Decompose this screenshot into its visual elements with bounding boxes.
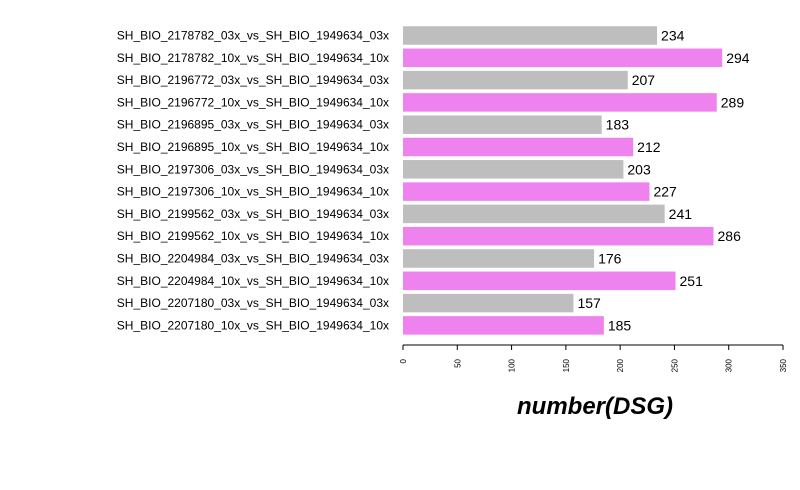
bar [403, 226, 714, 246]
bar [403, 271, 676, 291]
category-label: SH_BIO_2204984_03x_vs_SH_BIO_1949634_03x [117, 252, 389, 266]
value-label: 203 [627, 161, 651, 177]
bar [403, 204, 665, 224]
bar [403, 115, 602, 134]
category-label: SH_BIO_2196895_03x_vs_SH_BIO_1949634_03x [117, 118, 389, 132]
x-axis-title: number(DSG) [517, 393, 673, 420]
bars-group [403, 26, 723, 335]
x-tick-label: 50 [453, 358, 462, 367]
bar [403, 316, 604, 335]
value-label: 294 [726, 50, 750, 66]
x-tick-label: 150 [562, 358, 571, 372]
category-labels: SH_BIO_2178782_03x_vs_SH_BIO_1949634_03x… [117, 29, 389, 333]
value-label: 234 [661, 28, 685, 44]
category-label: SH_BIO_2196772_10x_vs_SH_BIO_1949634_10x [117, 95, 389, 109]
category-label: SH_BIO_2178782_03x_vs_SH_BIO_1949634_03x [117, 29, 389, 43]
value-label: 286 [718, 228, 742, 244]
value-label: 185 [608, 317, 632, 333]
x-axis: 0 50 100 150 200 250 300 350 [399, 344, 788, 372]
category-label: SH_BIO_2197306_03x_vs_SH_BIO_1949634_03x [117, 162, 389, 176]
value-label: 212 [637, 139, 661, 155]
bar [403, 70, 628, 90]
category-label: SH_BIO_2199562_03x_vs_SH_BIO_1949634_03x [117, 207, 389, 221]
bar [403, 160, 624, 179]
value-label: 227 [653, 184, 677, 200]
category-label: SH_BIO_2196772_03x_vs_SH_BIO_1949634_03x [117, 73, 389, 87]
x-tick-label: 300 [725, 358, 734, 372]
bar [403, 48, 723, 68]
bar [403, 249, 595, 268]
bar [403, 26, 658, 45]
category-label: SH_BIO_2199562_10x_vs_SH_BIO_1949634_10x [117, 229, 389, 243]
bar [403, 182, 650, 201]
value-label: 289 [721, 94, 745, 110]
category-label: SH_BIO_2178782_10x_vs_SH_BIO_1949634_10x [117, 51, 389, 65]
category-label: SH_BIO_2197306_10x_vs_SH_BIO_1949634_10x [117, 185, 389, 199]
category-label: SH_BIO_2196895_10x_vs_SH_BIO_1949634_10x [117, 140, 389, 154]
x-tick-label: 200 [616, 358, 625, 372]
x-tick-label: 0 [399, 358, 408, 363]
value-label: 176 [598, 251, 622, 267]
category-label: SH_BIO_2204984_10x_vs_SH_BIO_1949634_10x [117, 274, 389, 288]
value-label: 207 [632, 72, 656, 88]
category-label: SH_BIO_2207180_03x_vs_SH_BIO_1949634_03x [117, 296, 389, 310]
bar [403, 137, 634, 157]
bar [403, 293, 574, 313]
value-label: 183 [606, 117, 630, 133]
x-tick-label: 350 [779, 358, 788, 372]
value-label: 251 [680, 273, 704, 289]
x-tick-label: 250 [670, 358, 679, 372]
x-tick-label: 100 [508, 358, 517, 372]
value-label: 241 [669, 206, 693, 222]
category-label: SH_BIO_2207180_10x_vs_SH_BIO_1949634_10x [117, 318, 389, 332]
bar [403, 93, 717, 112]
value-label: 157 [577, 295, 601, 311]
